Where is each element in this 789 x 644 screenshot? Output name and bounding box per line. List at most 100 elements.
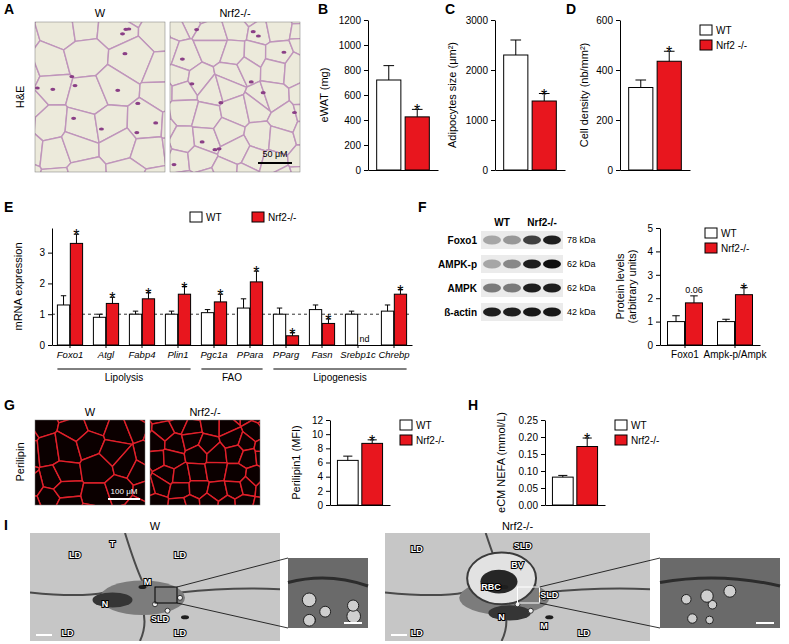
y-tick: 200 (344, 140, 368, 151)
bar-chart: 0100020003000*Adipocytes size (μm²) (446, 15, 566, 176)
y-tick-label: 1 (647, 316, 653, 327)
y-axis-title: Perilipin1 (MFI) (290, 425, 302, 500)
x-tick: Plin1 (167, 345, 188, 360)
micrograph-frame (150, 420, 260, 505)
em-label: LD (174, 550, 186, 560)
y-tick-label: 3000 (466, 15, 489, 26)
image-title: W (150, 520, 161, 532)
y-tick-label: 4 (317, 471, 323, 482)
y-tick-label: 400 (344, 115, 361, 126)
cell (35, 495, 41, 505)
nucleus (189, 82, 194, 85)
cell (106, 158, 146, 172)
y-axis-line (330, 421, 331, 506)
nucleus (122, 52, 127, 55)
significance: * (741, 281, 747, 298)
x-axis-line (546, 505, 606, 506)
y-axis: 0.000.050.100.150.200.25 (519, 415, 546, 511)
y-axis-line (660, 229, 661, 346)
zoom-line (177, 603, 288, 628)
blot-strip (481, 231, 563, 249)
cell (141, 51, 165, 83)
nucleus (69, 75, 74, 78)
legend-swatch (705, 228, 717, 238)
y-axis-line (368, 21, 369, 171)
blot-band (543, 236, 561, 245)
significance: * (253, 264, 259, 281)
x-tick-mark (286, 345, 287, 348)
x-axis-line (369, 170, 439, 171)
y-axis-title: (arbitrary units) (626, 250, 638, 324)
cell (55, 496, 83, 505)
legend-label: Nrf2-/- (631, 435, 659, 446)
bar (629, 88, 653, 171)
bar (237, 308, 249, 345)
y-tick: 200 (596, 115, 620, 126)
y-tick-mark (541, 420, 545, 421)
y-tick: 400 (596, 65, 620, 76)
legend-swatch (615, 435, 627, 445)
bar (718, 322, 735, 345)
error-bar (690, 296, 698, 303)
cell (221, 22, 248, 41)
micrograph (132, 402, 278, 523)
cell (251, 496, 260, 505)
y-tick: 400 (344, 115, 368, 126)
significance: * (145, 286, 151, 303)
blot-size-label: 78 kDa (567, 235, 596, 245)
blot-band (543, 284, 561, 293)
blot-band (503, 284, 521, 293)
y-tick: 2000 (466, 65, 495, 76)
bar (577, 447, 598, 505)
y-tick: 3000 (466, 15, 495, 26)
legend: WTNrf2-/- (705, 228, 749, 254)
significance: * (369, 433, 375, 450)
group-line (273, 369, 406, 370)
x-tick-label: Pgc1a (201, 349, 228, 360)
blot-row-label: ß-actin (444, 307, 477, 318)
bar (273, 314, 285, 345)
legend-label: Nrf2-/- (416, 435, 444, 446)
y-tick-mark (656, 322, 660, 323)
legend-label: Nrf2-/- (721, 243, 749, 254)
significance: * (666, 44, 672, 61)
y-tick-label: 0.15 (519, 449, 539, 460)
x-tick: Srebp1c (340, 345, 376, 360)
bar (362, 443, 383, 505)
x-tick-label: Foxo1 (57, 349, 83, 360)
y-tick-label: 600 (596, 15, 613, 26)
em-zoom-bg (660, 558, 780, 628)
bar (201, 313, 213, 345)
y-tick-mark (326, 420, 330, 421)
significance: * (397, 283, 403, 300)
y-tick: 0 (355, 165, 368, 176)
blot-strip (481, 279, 563, 297)
y-tick-label: 0 (355, 165, 361, 176)
x-tick: Foxo1 (671, 345, 699, 360)
legend-label: WT (416, 420, 432, 431)
x-tick-label: Fabp4 (129, 349, 156, 360)
y-axis: 0123 (39, 229, 52, 351)
cell (35, 152, 42, 172)
error-bar (313, 305, 318, 310)
y-axis: 0200400600 (596, 15, 620, 176)
x-tick-mark (70, 345, 71, 348)
bar (657, 61, 681, 170)
error-bar (722, 319, 730, 321)
marks (552, 438, 597, 505)
em-label: LD (174, 628, 186, 638)
x-tick-label: PParg (273, 349, 300, 360)
x-tick-mark (214, 345, 215, 348)
cell (240, 476, 256, 496)
y-tick: 3 (39, 247, 52, 258)
em-label: M (144, 577, 152, 587)
cell (217, 495, 236, 505)
legend: WT Nrf2-/- (400, 420, 444, 446)
y-tick: 8 (317, 443, 330, 454)
legend-swatch (252, 212, 264, 222)
em-label: LD (411, 628, 423, 638)
x-axis: Foxo1AtglFabp4Plin1Pgc1aPParaPPargFasnSr… (53, 345, 413, 360)
nucleus (50, 88, 55, 91)
legend-swatch (400, 435, 412, 445)
bar (552, 477, 573, 505)
